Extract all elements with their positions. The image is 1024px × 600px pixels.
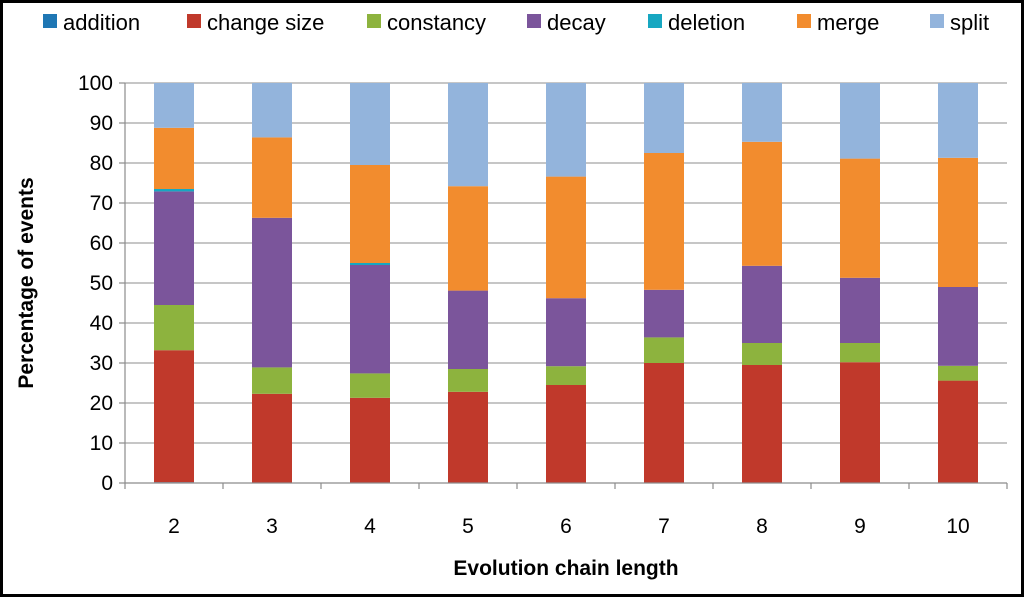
bar-merge-3 [252, 137, 292, 218]
bar-merge-8 [742, 141, 782, 266]
legend-label-constancy: constancy [387, 10, 486, 35]
x-tick-label-7: 7 [658, 515, 670, 538]
tick-labels: 0 10 20 30 40 50 60 70 80 90 100 2 3 4 5 6 7 8 9 10 [78, 72, 970, 538]
legend-label-deletion: deletion [668, 10, 745, 35]
legend-label-change-size: change size [207, 10, 324, 35]
bar-change-size-2 [154, 350, 194, 483]
bar-merge-6 [546, 176, 586, 299]
bar-deletion-2 [154, 189, 194, 192]
x-tick-label-2: 2 [168, 515, 180, 538]
bar-merge-7 [644, 153, 684, 290]
bar-split-5 [448, 83, 488, 187]
bar-split-2 [154, 83, 194, 128]
axes [119, 82, 1008, 489]
legend-swatch-constancy [367, 14, 381, 28]
bar-deletion-4 [350, 263, 390, 265]
y-tick-label-40: 40 [90, 312, 113, 335]
legend-swatch-change-size [187, 14, 201, 28]
bar-constancy-8 [742, 343, 782, 365]
y-tick-label-90: 90 [90, 112, 113, 135]
bar-change-size-7 [644, 363, 684, 483]
bar-split-9 [840, 83, 880, 159]
legend-swatch-decay [527, 14, 541, 28]
bar-decay-8 [742, 265, 782, 343]
legend-label-split: split [950, 10, 989, 35]
x-axis-title: Evolution chain length [453, 557, 678, 580]
bar-constancy-7 [644, 337, 684, 363]
bar-decay-5 [448, 290, 488, 369]
bar-constancy-5 [448, 369, 488, 392]
bar-change-size-3 [252, 393, 292, 483]
bar-merge-2 [154, 127, 194, 189]
bar-change-size-8 [742, 365, 782, 483]
y-tick-label-30: 30 [90, 352, 113, 375]
bar-decay-6 [546, 298, 586, 367]
y-tick-label-80: 80 [90, 152, 113, 175]
bar-decay-4 [350, 265, 390, 374]
y-tick-label-60: 60 [90, 232, 113, 255]
y-tick-label-10: 10 [90, 432, 113, 455]
stacked-bar-chart: 0 10 20 30 40 50 60 70 80 90 100 2 3 4 5 6 7 8 9 10 additio… [15, 10, 1008, 580]
y-tick-label-20: 20 [90, 392, 113, 415]
y-tick-label-50: 50 [90, 272, 113, 295]
legend-swatch-deletion [648, 14, 662, 28]
x-tick-label-6: 6 [560, 515, 572, 538]
legend-label-merge: merge [817, 10, 879, 35]
bar-split-7 [644, 83, 684, 153]
bar-change-size-9 [840, 362, 880, 483]
bar-decay-2 [154, 191, 194, 305]
bar-constancy-9 [840, 343, 880, 363]
bar-change-size-5 [448, 391, 488, 483]
x-tick-label-3: 3 [266, 515, 278, 538]
bar-constancy-6 [546, 366, 586, 385]
bar-split-6 [546, 83, 586, 177]
bar-change-size-4 [350, 397, 390, 483]
bar-constancy-10 [938, 365, 978, 381]
bar-change-size-10 [938, 380, 978, 483]
x-tick-label-5: 5 [462, 515, 474, 538]
legend-label-decay: decay [547, 10, 606, 35]
bar-split-10 [938, 83, 978, 158]
bar-split-8 [742, 83, 782, 142]
bars [154, 83, 978, 483]
bar-decay-7 [644, 289, 684, 338]
bar-change-size-6 [546, 385, 586, 483]
x-tick-label-10: 10 [946, 515, 969, 538]
bar-merge-10 [938, 157, 978, 287]
y-tick-label-70: 70 [90, 192, 113, 215]
bar-merge-5 [448, 186, 488, 291]
bar-decay-10 [938, 287, 978, 366]
bar-split-3 [252, 83, 292, 138]
legend-swatch-addition [43, 14, 57, 28]
y-axis-title: Percentage of events [15, 177, 38, 388]
bar-constancy-2 [154, 305, 194, 351]
x-tick-label-9: 9 [854, 515, 866, 538]
bar-constancy-3 [252, 367, 292, 394]
legend-swatch-split [930, 14, 944, 28]
bar-decay-3 [252, 217, 292, 368]
bar-split-4 [350, 83, 390, 165]
bar-merge-4 [350, 165, 390, 263]
legend-label-addition: addition [63, 10, 140, 35]
x-tick-label-8: 8 [756, 515, 768, 538]
bar-decay-9 [840, 277, 880, 343]
legend-swatch-merge [797, 14, 811, 28]
bar-constancy-4 [350, 373, 390, 398]
x-tick-label-4: 4 [364, 515, 376, 538]
y-tick-label-100: 100 [78, 72, 113, 95]
legend: addition change size constancy decay deletio… [43, 10, 989, 35]
bar-merge-9 [840, 158, 880, 278]
y-tick-label-0: 0 [101, 472, 113, 495]
